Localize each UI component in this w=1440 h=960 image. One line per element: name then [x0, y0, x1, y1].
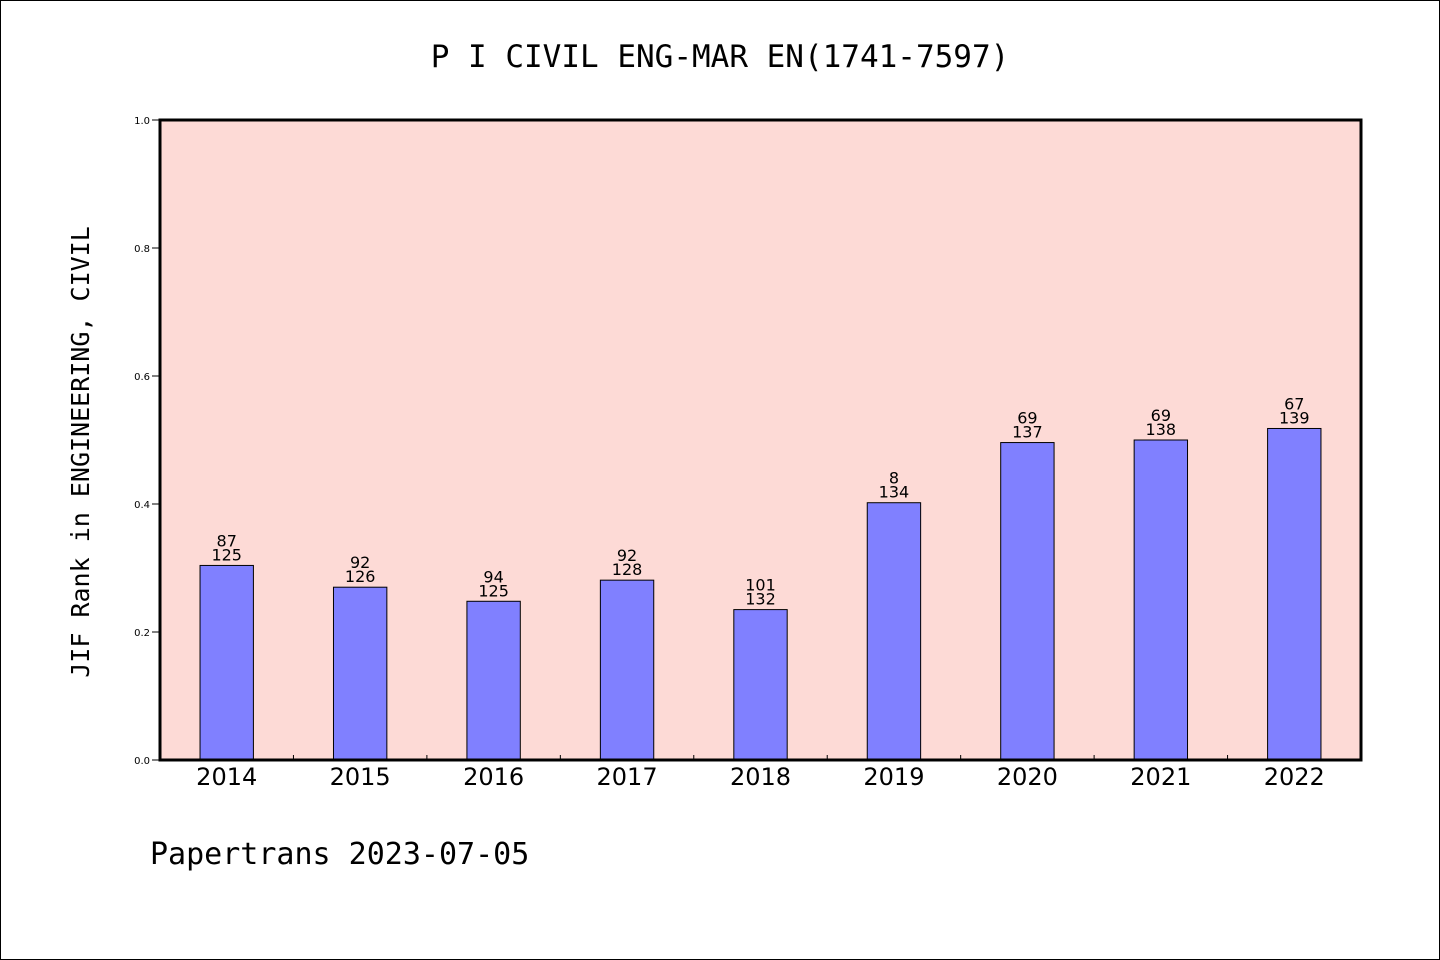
bar-label-total: 139	[1279, 408, 1310, 427]
y-tick-label: 0.2	[134, 628, 150, 639]
y-tick-label: 0.0	[134, 756, 150, 767]
bar-2019	[866, 502, 922, 761]
chart-title: P I CIVIL ENG-MAR EN(1741-7597)	[431, 39, 1010, 75]
y-tick-label: 0.4	[134, 500, 150, 511]
bar-label-rank: 69	[1151, 406, 1171, 425]
bar-label-total: 125	[211, 545, 242, 564]
bar-2014	[199, 564, 254, 761]
bar-label-rank: 101	[745, 576, 776, 595]
x-tick-label: 2021	[1130, 763, 1191, 791]
bar-2016	[466, 600, 521, 761]
y-axis-label: JIF Rank in ENGINEERING, CIVIL	[66, 226, 95, 678]
plot-border	[158, 118, 1363, 762]
bar-label-rank: 8	[889, 469, 899, 488]
x-tick-label: 2022	[1264, 763, 1325, 791]
x-tick-label: 2019	[863, 763, 924, 791]
x-tick-label: 2017	[597, 763, 658, 791]
x-tick-label: 2020	[997, 763, 1058, 791]
bar-label-rank: 69	[1017, 409, 1037, 428]
bar-label-rank: 92	[617, 546, 637, 565]
bar-2021	[1133, 439, 1189, 761]
y-axis-ticks: 0.0 0.2 0.4 0.6 0.8 1.0	[134, 116, 160, 767]
bar-label-rank: 67	[1284, 394, 1304, 413]
bar-2017	[599, 579, 655, 761]
bar-2020	[1000, 442, 1055, 761]
bar-label-rank: 87	[217, 531, 237, 550]
y-tick-label: 0.8	[134, 244, 150, 255]
y-tick-label: 1.0	[134, 116, 150, 127]
bar-2018	[733, 609, 788, 761]
bar-2022	[1267, 427, 1322, 761]
bar-label-total: 126	[345, 567, 376, 586]
x-tick-label: 2018	[730, 763, 791, 791]
bar-label-total: 137	[1012, 423, 1043, 442]
x-tick-label: 2016	[463, 763, 524, 791]
x-tick-label: 2014	[196, 763, 257, 791]
x-axis-ticks: 2014 2015 2016 2017 2018 2019 2020 2021 2022	[196, 755, 1325, 791]
bar-label-rank: 94	[483, 567, 503, 586]
bar-label-total: 134	[879, 483, 910, 502]
bar-2015	[332, 586, 388, 761]
bar-label-total: 138	[1146, 420, 1177, 439]
footer-credit: Papertrans 2023-07-05	[150, 837, 529, 872]
bar-label-total: 125	[478, 581, 509, 600]
bar-label-total: 132	[745, 590, 776, 609]
bar-label-rank: 92	[350, 553, 370, 572]
x-tick-label: 2015	[330, 763, 391, 791]
y-tick-label: 0.6	[134, 372, 150, 383]
bar-label-total: 128	[612, 560, 643, 579]
